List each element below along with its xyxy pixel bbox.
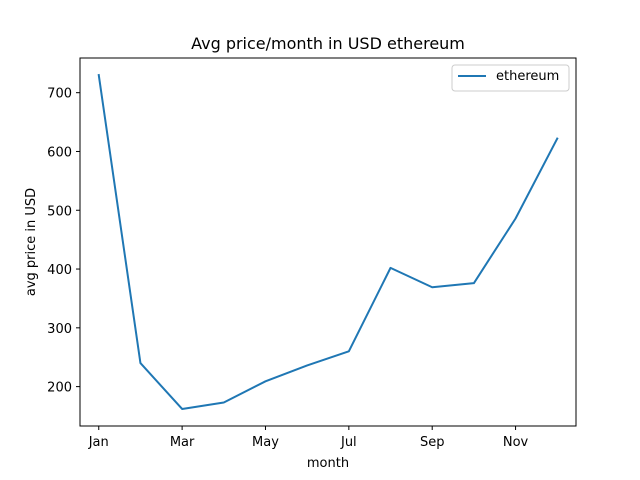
x-tick-label: Nov	[503, 435, 529, 450]
y-tick-label: 700	[47, 87, 72, 102]
legend-box	[451, 64, 570, 92]
y-tick-label: 600	[47, 145, 72, 160]
x-tick-label: Jan	[88, 435, 109, 450]
y-tick-label: 200	[47, 381, 72, 396]
x-tick-label: May	[252, 435, 279, 450]
y-tick-label: 300	[47, 322, 72, 337]
y-axis: 200 300 400 500 600 700	[47, 87, 80, 396]
series-line-ethereum	[97, 73, 559, 410]
x-tick-label: Mar	[170, 435, 195, 450]
y-axis-title: avg price in USD	[24, 188, 39, 296]
x-tick-label: Sep	[420, 435, 445, 450]
legend: ethereum	[451, 64, 570, 92]
series-layer	[97, 73, 559, 410]
y-tick-label: 400	[47, 263, 72, 278]
x-tick-label: Jul	[340, 435, 357, 450]
plot-area	[79, 57, 577, 427]
chart-title: Avg price/month in USD ethereum	[191, 34, 465, 53]
legend-label-ethereum: ethereum	[496, 69, 559, 84]
x-axis: Jan Mar May Jul Sep Nov	[88, 426, 529, 450]
x-axis-title: month	[307, 456, 349, 471]
y-tick-label: 500	[47, 204, 72, 219]
